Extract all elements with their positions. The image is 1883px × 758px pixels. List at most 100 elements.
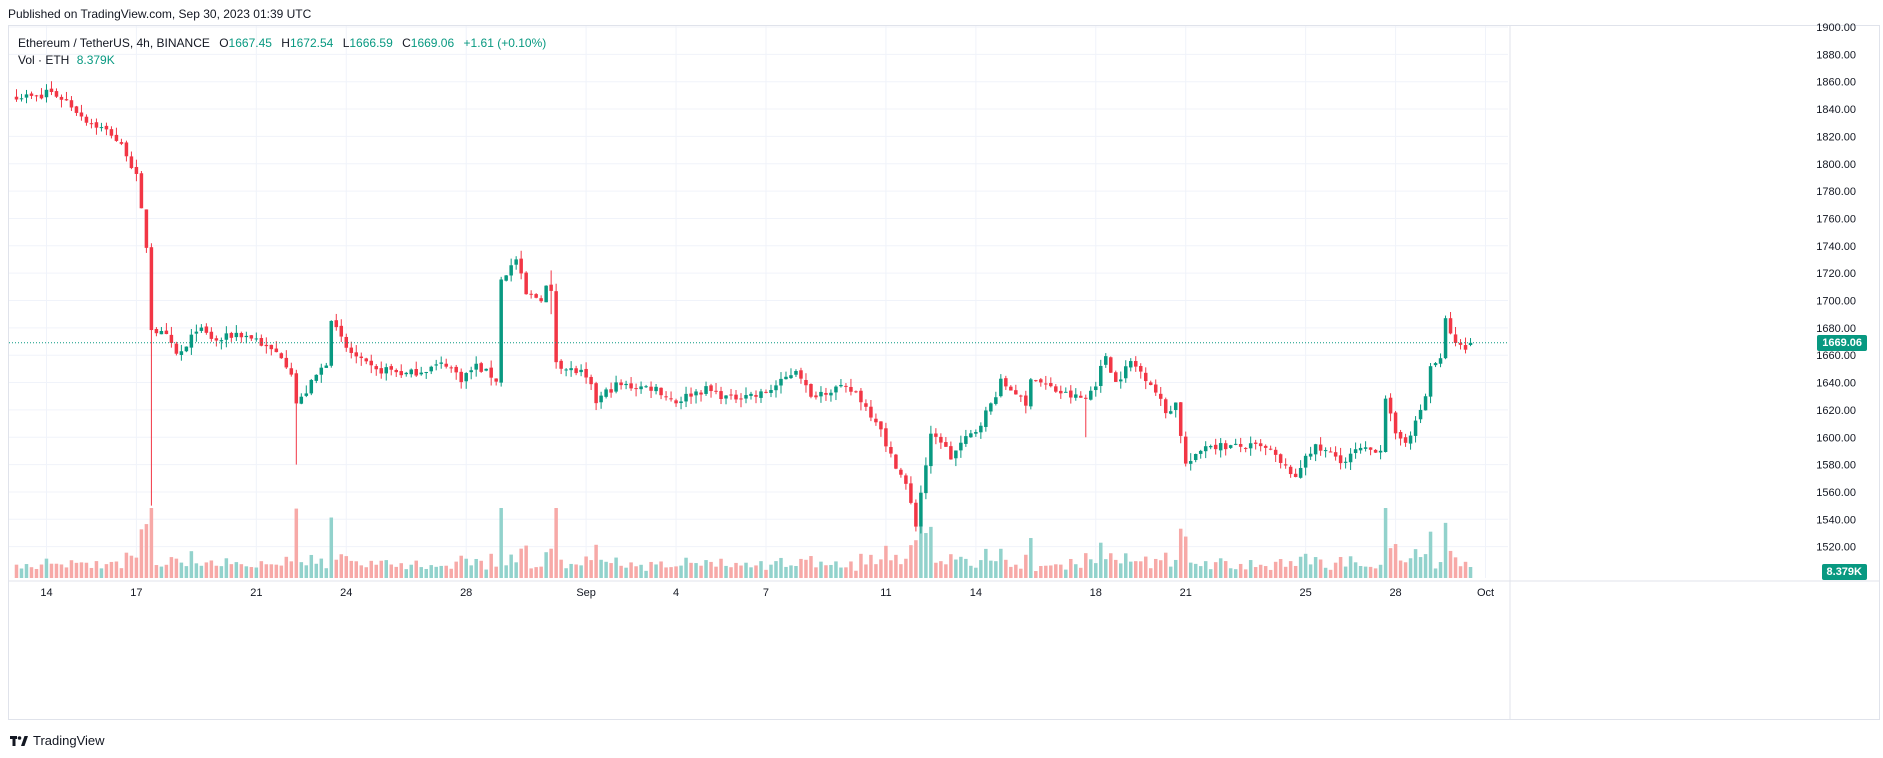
volume-bar <box>324 568 329 578</box>
candle-body <box>1368 447 1373 450</box>
volume-bar <box>729 567 733 578</box>
candle-body <box>1393 412 1398 434</box>
candle-body <box>409 369 413 375</box>
volume-bar <box>1104 559 1108 578</box>
volume-bar <box>1114 559 1118 578</box>
candle-body <box>274 348 279 353</box>
candle-body <box>1143 372 1148 382</box>
volume-bar <box>494 566 498 578</box>
volume-bar <box>769 564 773 578</box>
candle-body <box>1153 384 1158 393</box>
volume-bar <box>44 558 49 578</box>
time-axis: 14 17 21 24 28 Sep 4 7 11 14 18 21 25 28 Oct <box>40 587 1494 599</box>
candle-body <box>1009 386 1013 391</box>
time-tick-label: 4 <box>673 587 679 599</box>
volume-bar <box>899 564 903 578</box>
legend-close-label: C <box>402 36 411 50</box>
volume-bar <box>264 564 269 578</box>
volume-bar <box>1119 563 1123 578</box>
chart-frame[interactable] <box>8 25 1880 720</box>
candle-body <box>614 382 618 392</box>
candle-body <box>734 394 738 400</box>
candle-body <box>1253 442 1258 444</box>
tradingview-brand[interactable]: TradingView <box>10 733 105 748</box>
volume-bar <box>1153 558 1158 578</box>
candle-body <box>1019 395 1023 397</box>
volume-bar <box>714 566 718 578</box>
volume-bar <box>644 570 648 578</box>
volume-bar <box>369 560 374 578</box>
candle-body <box>489 367 493 378</box>
candle-body <box>1288 466 1293 475</box>
volume-bar <box>979 560 983 578</box>
candle-body <box>194 331 199 334</box>
candle-body <box>699 392 703 395</box>
volume-bar <box>1079 567 1083 578</box>
volume-bar <box>1004 559 1008 578</box>
volume-bar <box>1188 562 1193 578</box>
volume-bar <box>554 508 558 578</box>
candle-body <box>954 450 958 459</box>
candle-body <box>544 285 548 303</box>
candle-body <box>1448 318 1453 334</box>
volume-bar <box>1378 564 1383 578</box>
candle-body <box>649 386 653 391</box>
volume-bar <box>1353 562 1358 578</box>
volume-bar <box>709 561 713 578</box>
candle-body <box>759 391 763 398</box>
volume-bar <box>1463 561 1468 578</box>
candle-body <box>819 391 823 397</box>
volume-bar <box>109 561 114 578</box>
candle-body <box>364 358 369 362</box>
legend-high-label: H <box>281 36 290 50</box>
volume-bar <box>1143 556 1148 578</box>
volume-bar <box>1388 548 1393 578</box>
volume-bar <box>204 562 209 578</box>
volume-bar <box>1019 568 1023 578</box>
candle-body <box>1163 399 1168 414</box>
candle-body <box>1168 411 1173 414</box>
candle-body <box>1328 451 1333 453</box>
candle-body <box>324 365 329 368</box>
candle-body <box>889 446 893 454</box>
volume-bar <box>49 563 54 578</box>
volume-bar <box>819 561 823 578</box>
candle-body <box>1373 449 1378 453</box>
candle-body <box>1173 402 1178 411</box>
volume-bar <box>1408 558 1413 578</box>
candle-body <box>1293 473 1298 478</box>
volume-bar <box>629 562 633 578</box>
candle-body <box>1233 443 1238 445</box>
candle-body <box>1094 386 1098 391</box>
candle-body <box>784 376 788 380</box>
candle-body <box>524 272 528 295</box>
volume-bar <box>329 517 334 578</box>
volume-bar <box>334 559 339 578</box>
candle-body <box>684 393 688 402</box>
candle-body <box>344 336 349 348</box>
candle-body <box>704 386 708 394</box>
volume-bar <box>1183 536 1188 578</box>
volume-bar <box>794 565 798 578</box>
volume-bar <box>224 558 229 578</box>
volume-bar <box>974 567 978 578</box>
candle-body <box>1114 372 1118 382</box>
candle-body <box>994 397 998 404</box>
candle-body <box>374 366 379 370</box>
volume-bar <box>614 557 618 578</box>
volume-bar <box>254 567 259 578</box>
volume-bar <box>954 559 958 578</box>
candle-body <box>104 125 109 130</box>
volume-bar <box>534 567 538 578</box>
candle-body <box>74 106 79 113</box>
candle-body <box>249 335 254 339</box>
candle-body <box>894 454 898 469</box>
candle-body <box>864 403 868 407</box>
candle-body <box>494 378 498 382</box>
volume-bar <box>1218 558 1223 578</box>
volume-bar <box>314 563 319 578</box>
candle-body <box>774 385 778 391</box>
candle-body <box>744 395 748 399</box>
volume-bar <box>464 558 468 578</box>
